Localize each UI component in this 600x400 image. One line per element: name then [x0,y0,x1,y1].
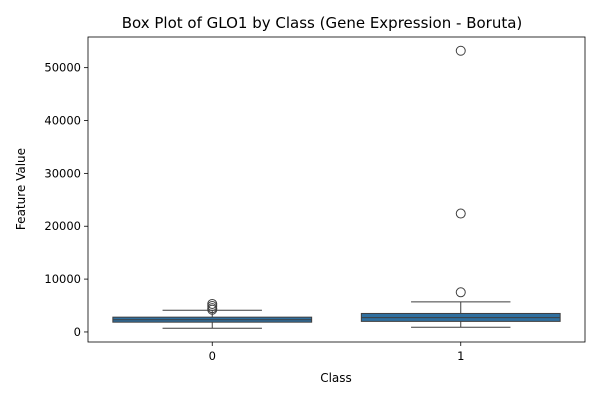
y-tick-label: 10000 [44,272,81,286]
y-tick-label: 50000 [44,61,81,75]
y-tick-label: 40000 [44,114,81,128]
x-tick-label: 1 [457,349,464,363]
y-tick-label: 20000 [44,219,81,233]
outlier-point [455,45,466,56]
y-tick-label: 30000 [44,166,81,180]
boxes [112,45,561,329]
x-axis-label: Class [320,371,352,385]
x-tick-label: 0 [209,349,216,363]
box-class-0 [112,298,313,329]
y-tick-label: 0 [74,325,81,339]
outlier-point [455,287,466,298]
outlier-point [207,298,218,309]
plot-area [87,36,586,343]
chart-title: Box Plot of GLO1 by Class (Gene Expressi… [122,14,523,32]
plot-frame [87,36,586,343]
box-class-1 [360,45,561,328]
y-axis-ticks: 0 10000 20000 30000 40000 50000 [44,61,88,339]
outlier-point [455,208,466,219]
y-axis-label: Feature Value [14,148,28,230]
